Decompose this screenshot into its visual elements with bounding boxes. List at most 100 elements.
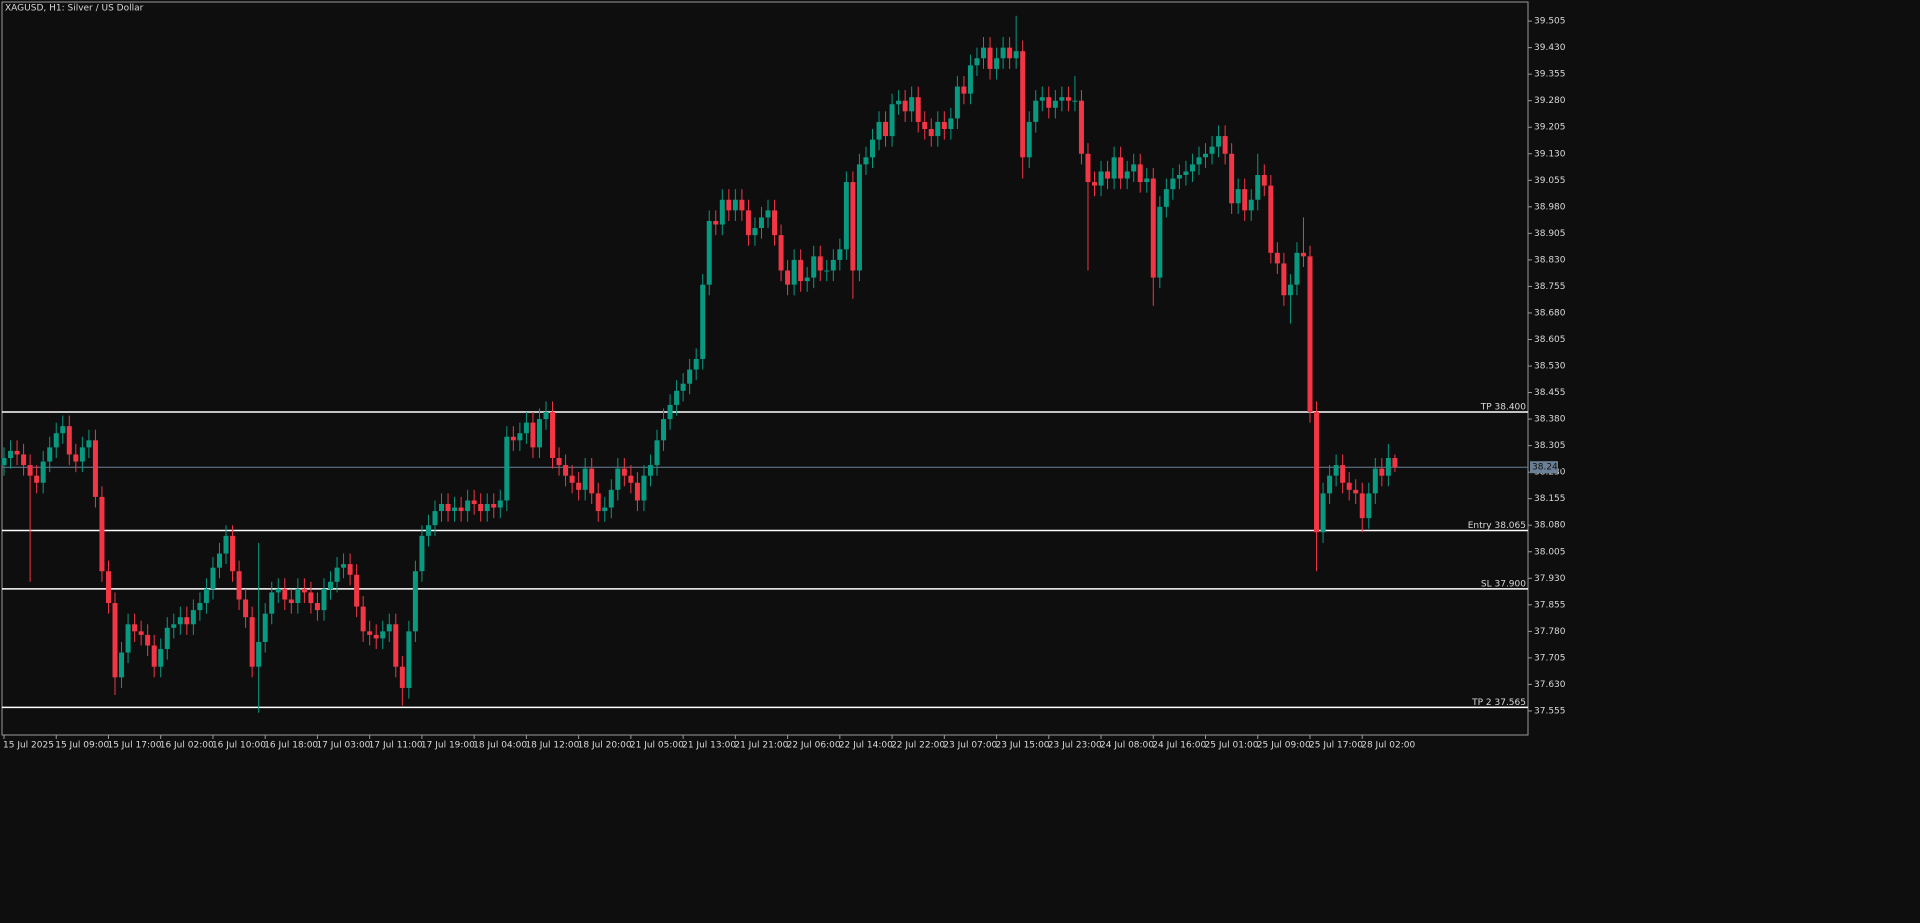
candle-body [399,666,405,688]
candle-body [1248,199,1254,211]
candle-body [739,199,745,211]
candle-body [785,270,791,285]
candle-body [465,500,471,512]
candle-body [856,164,862,271]
candle-body [1333,465,1339,476]
candle-body [1359,493,1365,519]
y-tick-label: 38.605 [1534,335,1566,345]
candle-body [432,511,438,526]
candle-body [1000,47,1006,59]
y-tick-label: 38.980 [1534,202,1566,212]
candle-body [177,617,183,625]
candle-body [1222,136,1228,154]
candle-body [190,610,196,625]
x-tick-label: 18 Jul 04:00 [473,741,527,751]
candle-body [713,220,719,225]
candle-body [14,450,20,455]
candle-body [92,440,98,497]
candle-body [21,454,27,466]
candle-body [602,507,608,512]
candle-body [1020,51,1026,158]
candle-body [1189,164,1195,172]
y-tick-label: 38.005 [1534,547,1566,557]
candle-body [732,199,738,211]
y-tick-label: 39.430 [1534,43,1566,53]
candle-body [53,433,59,448]
candle-body [889,104,895,137]
candle-body [700,284,706,359]
candle-body [1340,465,1346,483]
y-tick-label: 38.905 [1534,229,1566,239]
candle-body [758,217,764,229]
candle-body [497,500,503,508]
candle-body [765,210,771,218]
candle-body [1111,157,1117,179]
candle-body [817,256,823,271]
candle-body [138,631,144,635]
level-label: TP 2 37.565 [1471,698,1526,708]
candle-body [523,422,529,434]
candle-body [125,624,131,653]
x-tick-label: 16 Jul 10:00 [212,741,266,751]
candle-body [582,468,588,490]
candle-body [295,588,301,604]
candle-body [843,182,849,250]
candle-body [1039,97,1045,101]
candle-body [1124,171,1130,179]
candle-body [628,475,634,483]
candle-body [869,139,875,158]
candle-body [830,259,836,271]
candle-body [1209,146,1215,154]
candle-body [595,493,601,512]
candle-body [471,500,477,504]
candle-body [948,118,954,130]
candle-body [1092,182,1098,186]
candle-body [674,390,680,405]
candle-body [197,603,203,611]
candle-body [105,571,111,604]
x-tick-label: 24 Jul 08:00 [1100,741,1154,751]
candle-body [1392,458,1398,468]
y-tick-label: 39.505 [1534,17,1566,27]
candle-body [1,458,7,466]
candle-body [256,641,262,667]
candle-body [458,507,464,512]
candle-body [1131,164,1137,172]
candle-body [1294,252,1300,285]
candle-body [145,634,151,646]
y-tick-label: 38.530 [1534,362,1566,372]
candle-body [693,358,699,370]
candle-body [641,475,647,501]
candle-body [543,412,549,420]
x-tick-label: 22 Jul 06:00 [787,741,841,751]
candle-body [576,482,582,490]
y-tick-label: 39.280 [1534,96,1566,106]
candle-body [994,58,1000,69]
candle-body [1157,206,1163,278]
candle-body [517,433,523,441]
candle-body [706,220,712,285]
candle-body [301,588,307,593]
y-tick-label: 38.305 [1534,441,1566,451]
candle-body [119,652,125,678]
candle-body [151,645,157,667]
candle-body [112,603,118,678]
x-tick-label: 22 Jul 22:00 [891,741,945,751]
last-price-box [1530,461,1558,474]
candle-body [1379,468,1385,476]
candle-body [249,617,255,667]
candle-body [236,571,242,600]
y-tick-label: 38.380 [1534,415,1566,425]
candle-body [615,468,621,490]
candle-body [223,535,229,554]
y-tick-label: 38.755 [1534,282,1566,292]
candle-body [360,606,366,632]
candle-body [282,588,288,600]
level-label: Entry 38.065 [1468,521,1526,531]
candle-body [896,100,902,105]
candle-body [380,631,386,639]
candle-body [1314,412,1320,533]
candle-body [386,624,392,632]
candle-body [824,270,830,272]
candle-body [876,121,882,140]
